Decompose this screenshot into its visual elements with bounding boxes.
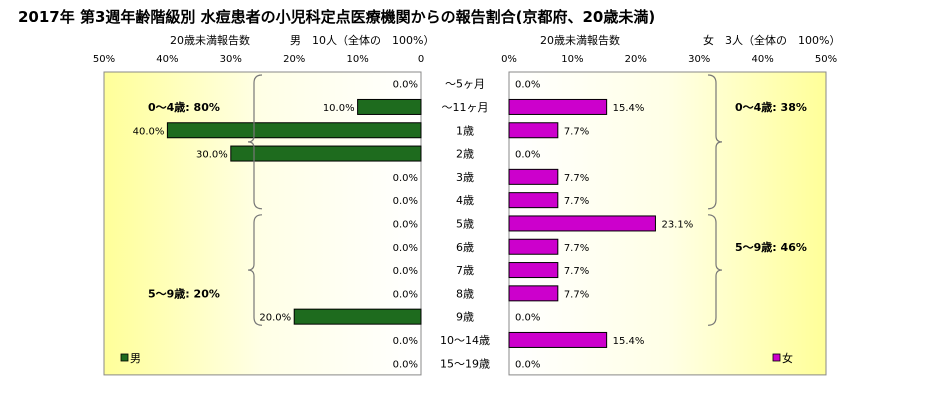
female-value-label: 0.0% xyxy=(515,150,540,161)
chart-title: 2017年 第3週年齢階級別 水痘患者の小児科定点医療機関からの報告割合(京都府… xyxy=(18,8,655,26)
female-value-label: 0.0% xyxy=(515,359,540,370)
female-bar xyxy=(508,331,608,348)
female-bar xyxy=(508,168,559,185)
female-group-bracket xyxy=(707,74,723,210)
female-legend-label: 女 xyxy=(782,351,793,365)
female-tick-label: 20% xyxy=(625,54,647,65)
age-category-labels: ～5ヶ月 ～11ヶ月 1歳 2歳 3歳 4歳 5歳 6歳 7歳 8歳 9歳 10～14歳 15～19歳 xyxy=(440,78,490,371)
female-value-label: 7.7% xyxy=(564,266,589,277)
male-tick-label: 50% xyxy=(93,54,115,65)
female-bar xyxy=(508,192,559,209)
age-category-label: 9歳 xyxy=(456,311,474,324)
male-value-label: 0.0% xyxy=(393,359,418,370)
female-tick-label: 50% xyxy=(815,54,837,65)
male-value-label: 0.0% xyxy=(393,196,418,207)
female-bar xyxy=(508,122,559,139)
male-value-label: 0.0% xyxy=(393,173,418,184)
female-value-label: 7.7% xyxy=(564,289,589,300)
age-category-label: 7歳 xyxy=(456,264,474,277)
age-category-label: 2歳 xyxy=(456,148,474,161)
age-category-label: 5歳 xyxy=(456,217,474,230)
female-bar xyxy=(508,285,559,302)
female-value-label: 7.7% xyxy=(564,126,589,137)
age-category-label: 4歳 xyxy=(456,194,474,207)
female-value-label: 15.4% xyxy=(613,103,645,114)
female-tick-label: 0% xyxy=(501,54,517,65)
male-group-bracket xyxy=(247,74,263,210)
male-tick-label: 0 xyxy=(418,54,424,65)
age-category-label: 6歳 xyxy=(456,241,474,254)
male-value-label: 0.0% xyxy=(393,266,418,277)
male-bar xyxy=(166,122,422,139)
male-value-label: 0.0% xyxy=(393,336,418,347)
female-bar xyxy=(508,262,559,279)
male-value-label: 0.0% xyxy=(393,219,418,230)
male-header: 男 10人（全体の 100%） xyxy=(290,33,434,47)
male-tick-label: 10% xyxy=(346,54,368,65)
female-group-label: 0～4歳: 38% xyxy=(735,100,807,114)
male-group-bracket xyxy=(247,214,263,326)
male-value-label: 10.0% xyxy=(323,103,355,114)
male-plot-area xyxy=(103,71,422,376)
female-value-label: 7.7% xyxy=(564,196,589,207)
female-value-label: 0.0% xyxy=(515,313,540,324)
age-category-label: 3歳 xyxy=(456,171,474,184)
female-tick-label: 40% xyxy=(751,54,773,65)
male-bar xyxy=(230,145,422,162)
female-bar xyxy=(508,238,559,255)
female-axis-label: 20歳未満報告数 xyxy=(540,34,620,47)
female-bar xyxy=(508,215,656,232)
female-group-label: 5～9歳: 46% xyxy=(735,240,807,254)
female-header: 女 3人（全体の 100%） xyxy=(703,33,840,47)
male-tick-label: 40% xyxy=(156,54,178,65)
male-group-label: 0～4歳: 80% xyxy=(148,100,220,114)
female-bar xyxy=(508,98,608,115)
male-axis-label: 20歳未満報告数 xyxy=(170,34,250,47)
female-value-label: 7.7% xyxy=(564,243,589,254)
male-legend-label: 男 xyxy=(130,352,141,365)
male-value-label: 20.0% xyxy=(259,313,291,324)
age-category-label: ～5ヶ月 xyxy=(445,78,485,91)
male-tick-label: 20% xyxy=(283,54,305,65)
age-category-label: 1歳 xyxy=(456,124,474,137)
female-value-label: 23.1% xyxy=(661,219,693,230)
female-legend-swatch xyxy=(772,353,781,362)
female-value-label: 7.7% xyxy=(564,173,589,184)
male-value-label: 0.0% xyxy=(393,289,418,300)
age-category-label: ～11ヶ月 xyxy=(442,101,489,114)
male-value-label: 0.0% xyxy=(393,80,418,91)
male-panel: 20歳未満報告数 男 10人（全体の 100%） 50% 40% 30% 20% 10% 0 0… xyxy=(93,33,434,376)
female-tick-label: 10% xyxy=(561,54,583,65)
male-value-label: 40.0% xyxy=(133,126,165,137)
male-value-label: 0.0% xyxy=(393,243,418,254)
male-legend-swatch xyxy=(120,353,129,362)
female-value-label: 15.4% xyxy=(613,336,645,347)
male-group-label: 5～9歳: 20% xyxy=(148,286,220,300)
male-bar xyxy=(293,308,422,325)
male-value-label: 30.0% xyxy=(196,150,228,161)
female-tick-label: 30% xyxy=(688,54,710,65)
male-bar xyxy=(357,98,422,115)
female-group-bracket xyxy=(707,214,723,326)
female-value-label: 0.0% xyxy=(515,80,540,91)
age-category-label: 8歳 xyxy=(456,287,474,300)
female-panel: 20歳未満報告数 女 3人（全体の 100%） 0% 10% 20% 30% 40% 50% 0… xyxy=(501,33,840,376)
male-tick-label: 30% xyxy=(220,54,242,65)
age-category-label: 10～14歳 xyxy=(440,334,490,347)
age-category-label: 15～19歳 xyxy=(440,357,490,370)
